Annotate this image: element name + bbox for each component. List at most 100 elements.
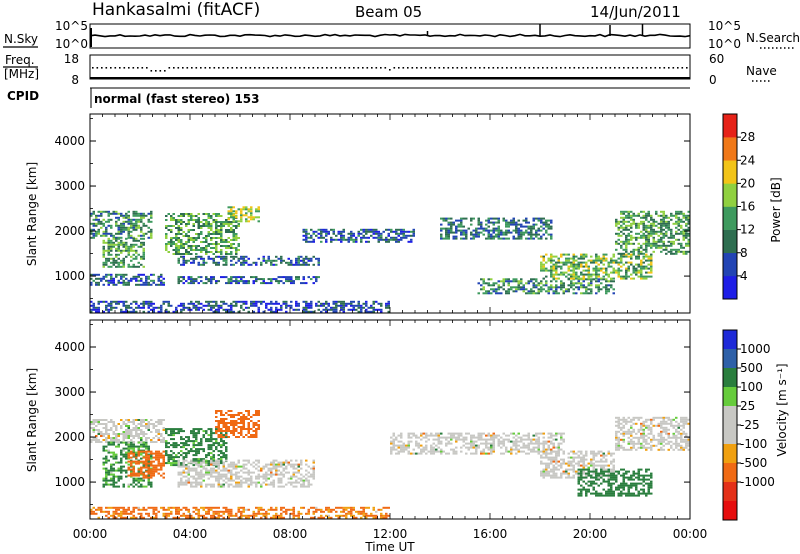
heatmap-cell — [677, 232, 680, 235]
heatmap-cell — [482, 288, 485, 291]
heatmap-cell — [152, 452, 155, 455]
heatmap-cell — [122, 453, 125, 456]
heatmap-cell — [627, 214, 630, 217]
nave-dot — [96, 67, 99, 69]
heatmap-cell — [140, 237, 143, 240]
heatmap-cell — [110, 441, 113, 444]
heatmap-cell — [685, 232, 688, 235]
heatmap-cell — [212, 213, 215, 215]
heatmap-cell — [500, 442, 503, 445]
heatmap-cell — [215, 432, 218, 434]
heatmap-cell — [192, 245, 195, 247]
heatmap-cell — [197, 263, 200, 266]
heatmap-cell — [200, 302, 203, 305]
nave-dot — [357, 67, 360, 69]
heatmap-cell — [542, 269, 545, 272]
nave-dot — [429, 67, 432, 69]
heatmap-cell — [560, 282, 563, 285]
heatmap-cell — [482, 229, 485, 232]
heatmap-cell — [240, 214, 243, 217]
heatmap-cell — [572, 282, 575, 285]
heatmap-cell — [165, 428, 168, 431]
heatmap-cell — [340, 240, 343, 243]
heatmap-cell — [150, 423, 153, 425]
heatmap-cell — [550, 253, 553, 256]
heatmap-cell — [127, 460, 130, 463]
heatmap-cell — [307, 485, 310, 488]
heatmap-cell — [402, 446, 405, 449]
heatmap-cell — [275, 467, 278, 470]
heatmap-cell — [180, 253, 183, 255]
heatmap-cell — [647, 236, 650, 239]
heatmap-cell — [387, 302, 390, 305]
heatmap-cell — [425, 444, 428, 447]
heatmap-cell — [270, 278, 273, 281]
heatmap-cell — [262, 282, 265, 285]
heatmap-cell — [580, 261, 583, 264]
heatmap-cell — [125, 300, 128, 303]
heatmap-cell — [665, 248, 668, 251]
heatmap-cell — [605, 284, 608, 287]
heatmap-cell — [220, 434, 223, 436]
heatmap-cell — [120, 265, 123, 268]
heatmap-cell — [195, 215, 198, 217]
heatmap-cell — [292, 485, 295, 488]
nave-dot — [375, 67, 378, 69]
heatmap-cell — [117, 441, 120, 443]
heatmap-cell — [90, 230, 93, 233]
heatmap-cell — [267, 257, 270, 260]
heatmap-cell — [472, 436, 475, 439]
heatmap-cell — [112, 234, 115, 237]
heatmap-cell — [585, 273, 588, 276]
heatmap-cell — [510, 440, 513, 443]
heatmap-cell — [227, 229, 230, 231]
heatmap-cell — [132, 468, 135, 471]
heatmap-cell — [150, 230, 153, 233]
heatmap-cell — [222, 463, 225, 466]
nave-dot — [479, 67, 481, 69]
heatmap-cell — [270, 263, 273, 266]
heatmap-cell — [627, 220, 630, 223]
heatmap-cell — [172, 237, 175, 239]
heatmap-cell — [637, 222, 640, 225]
heatmap-cell — [527, 446, 530, 449]
heatmap-cell — [190, 485, 193, 488]
heatmap-cell — [130, 222, 133, 225]
heatmap-cell — [357, 232, 360, 235]
heatmap-cell — [257, 420, 260, 422]
heatmap-cell — [132, 421, 135, 423]
heatmap-cell — [240, 485, 243, 488]
heatmap-cell — [167, 460, 170, 463]
heatmap-cell — [265, 261, 268, 264]
heatmap-cell — [490, 452, 493, 455]
heatmap-cell — [110, 451, 113, 454]
heatmap-cell — [295, 261, 298, 264]
heatmap-cell — [255, 276, 258, 279]
heatmap-cell — [207, 454, 210, 457]
heatmap-cell — [122, 228, 125, 231]
heatmap-cell — [267, 278, 270, 281]
heatmap-cell — [260, 475, 263, 478]
heatmap-cell — [587, 284, 590, 287]
heatmap-cell — [532, 434, 535, 437]
heatmap-cell — [650, 275, 653, 278]
heatmap-cell — [90, 439, 93, 441]
heatmap-cell — [180, 304, 183, 307]
heatmap-cell — [262, 255, 265, 258]
heatmap-cell — [597, 280, 600, 283]
heatmap-cell — [350, 236, 353, 239]
heatmap-cell — [440, 227, 443, 230]
heatmap-cell — [617, 273, 620, 276]
heatmap-cell — [325, 240, 328, 243]
heatmap-cell — [440, 233, 443, 236]
heatmap-cell — [232, 432, 235, 434]
heatmap-cell — [175, 456, 178, 459]
heatmap-cell — [385, 228, 388, 231]
heatmap-cell — [320, 304, 323, 307]
heatmap-cell — [470, 434, 473, 437]
heatmap-cell — [495, 434, 498, 437]
heatmap-cell — [460, 219, 463, 222]
heatmap-cell — [255, 208, 258, 211]
heatmap-cell — [542, 263, 545, 266]
heatmap-cell — [145, 447, 148, 450]
